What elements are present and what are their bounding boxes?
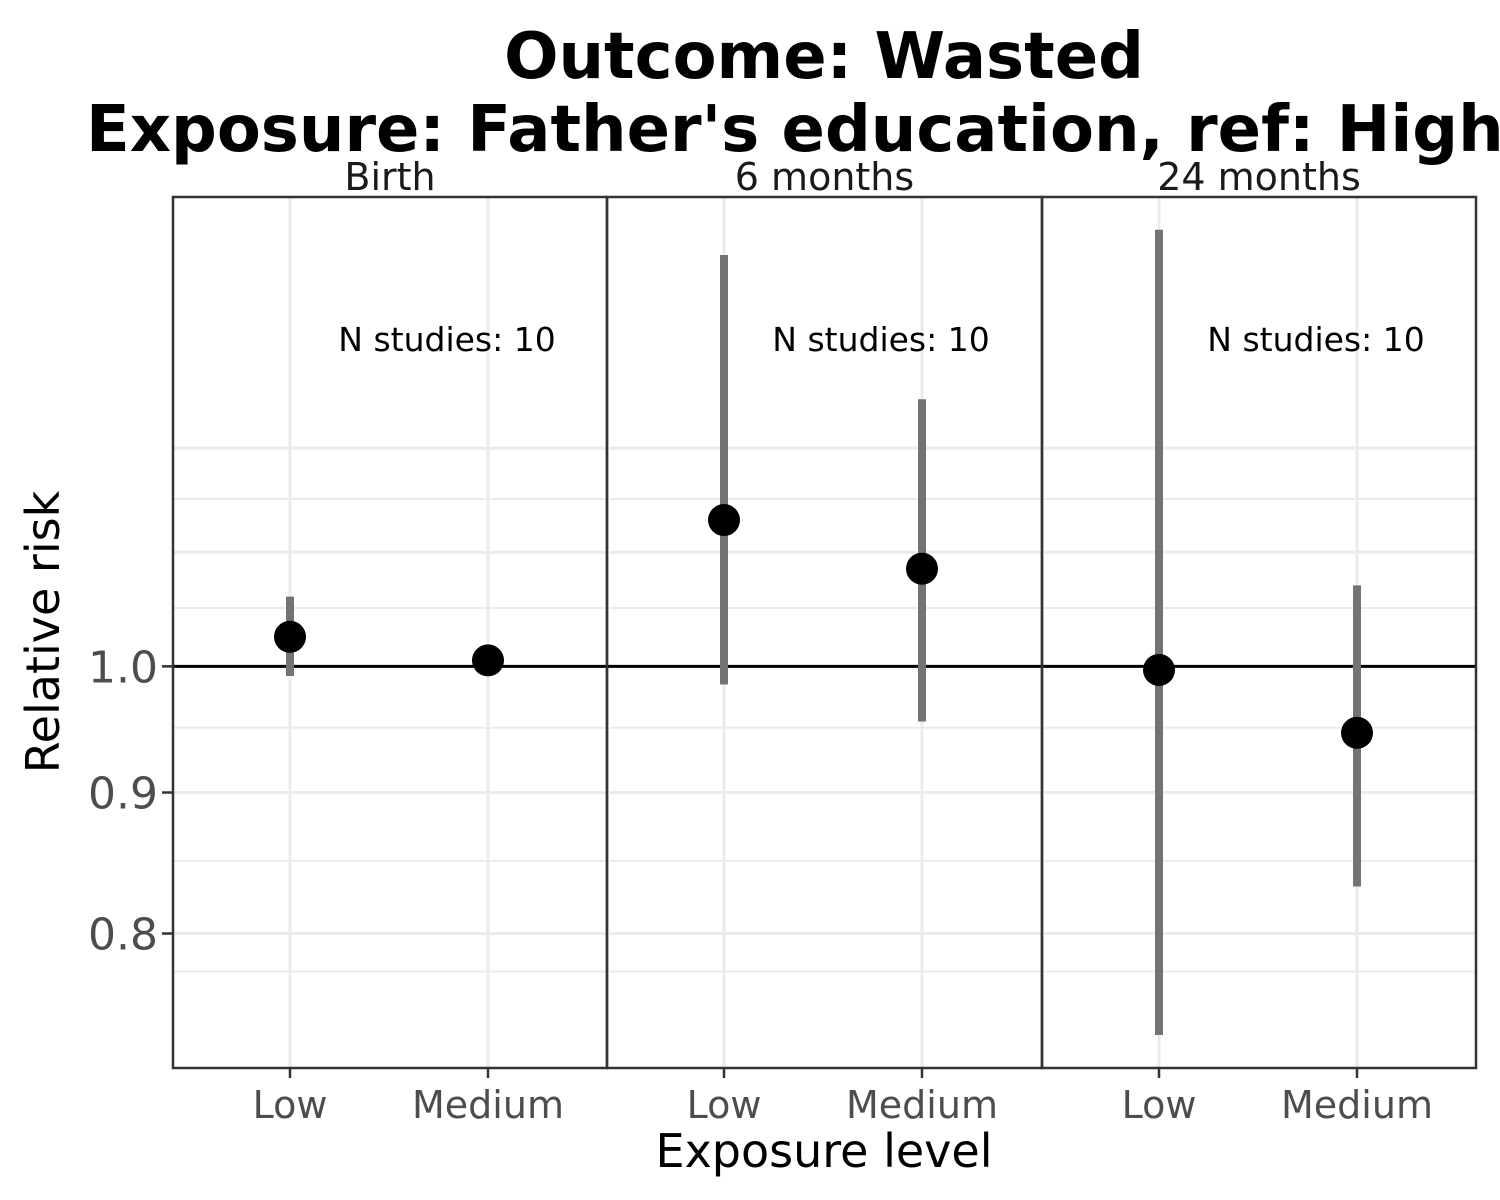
point-birth-medium [472,644,504,677]
y-tick-label: 0.9 [88,769,158,820]
panel-border [1040,195,1478,1070]
point-6-months-low [708,504,740,537]
facet-label: 6 months [735,155,914,199]
x-tick-label: Medium [1281,1083,1433,1127]
facet-label: Birth [344,155,435,199]
facet-label: 24 months [1157,155,1361,199]
point-24-months-medium [1341,716,1373,749]
x-tick-label: Low [687,1083,762,1127]
x-axis-title: Exposure level [656,1124,993,1178]
annotation-n-studies: N studies: 10 [772,320,989,359]
y-tick-label: 0.8 [88,910,158,961]
chart-title-line-1: Outcome: Wasted [504,20,1144,94]
point-birth-low [274,620,306,653]
x-tick-label: Low [253,1083,328,1127]
point-24-months-low [1143,653,1175,686]
x-tick-label: Medium [412,1083,564,1127]
plot-area: N studies: 10 Birth Low Medium N studies: 10… [88,155,1478,1127]
x-tick-label: Low [1122,1083,1197,1127]
annotation-n-studies: N studies: 10 [1207,320,1424,359]
y-tick-label: 1.0 [88,642,158,693]
annotation-n-studies: N studies: 10 [338,320,555,359]
chart-title-line-2: Exposure: Father's education, ref: High [86,93,1500,167]
x-tick-label: Medium [846,1083,998,1127]
y-axis-title: Relative risk [16,490,70,773]
point-6-months-medium [906,552,938,585]
